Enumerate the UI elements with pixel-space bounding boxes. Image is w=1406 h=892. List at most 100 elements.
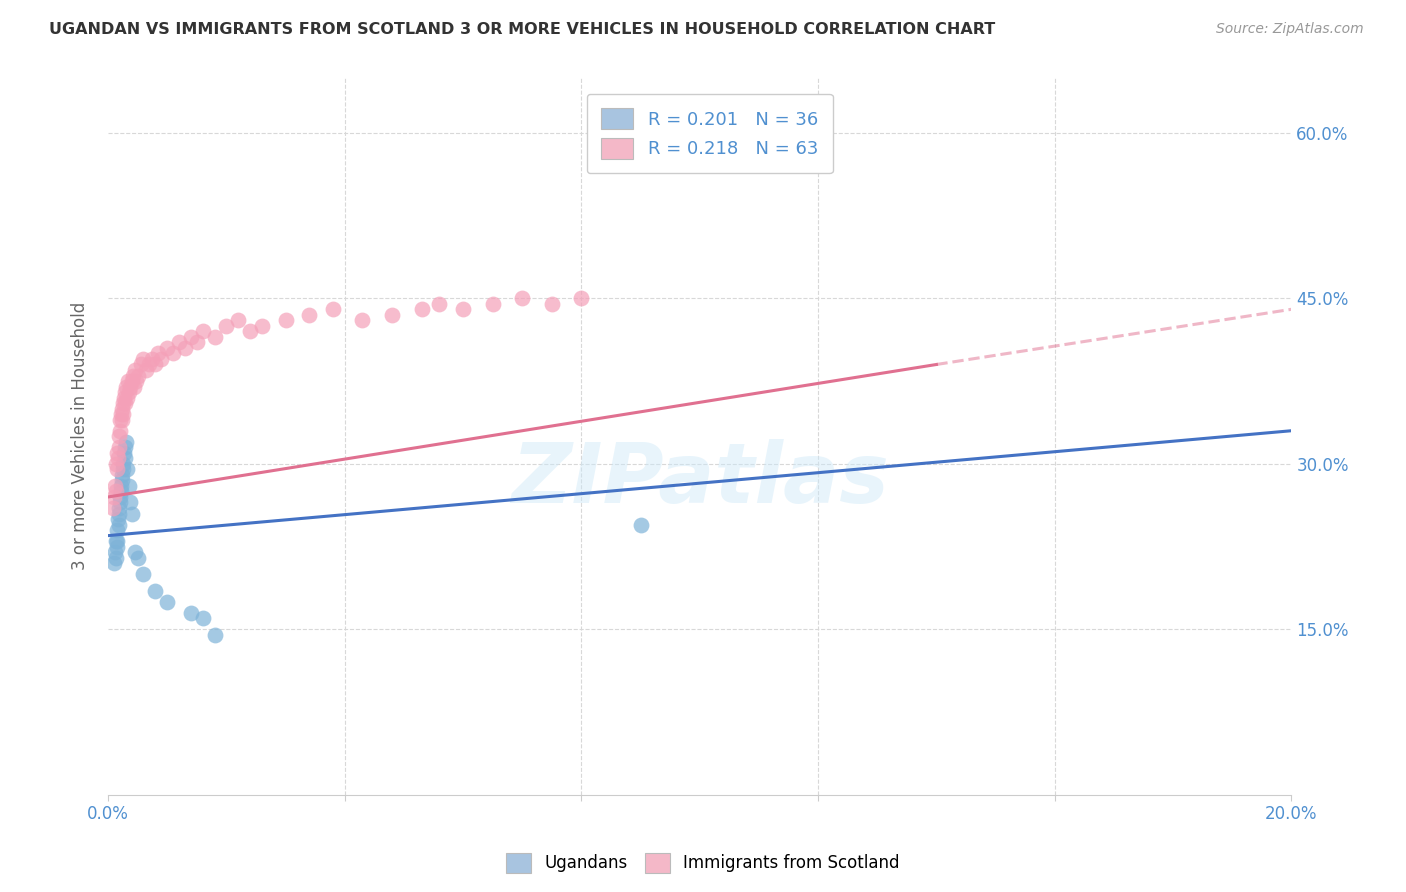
Point — [108, 429, 131, 443]
Point — [132, 567, 155, 582]
Point — [104, 479, 127, 493]
Point — [103, 490, 125, 504]
Point — [118, 479, 141, 493]
Legend: Ugandans, Immigrants from Scotland: Ugandans, Immigrants from Scotland — [499, 847, 907, 880]
Point — [112, 407, 135, 421]
Point — [114, 379, 136, 393]
Point — [101, 501, 124, 516]
Point — [174, 341, 197, 355]
Point — [105, 540, 128, 554]
Point — [112, 457, 135, 471]
Point — [162, 346, 184, 360]
Point — [204, 628, 226, 642]
Point — [143, 583, 166, 598]
Point — [135, 363, 157, 377]
Point — [226, 313, 249, 327]
Point — [110, 467, 132, 482]
Point — [107, 517, 129, 532]
Point — [111, 474, 134, 488]
Point — [105, 457, 128, 471]
Point — [569, 291, 592, 305]
Point — [105, 446, 128, 460]
Point — [141, 351, 163, 366]
Point — [107, 534, 129, 549]
Point — [107, 462, 129, 476]
Point — [108, 501, 131, 516]
Point — [630, 517, 652, 532]
Point — [510, 291, 533, 305]
Point — [481, 297, 503, 311]
Point — [143, 358, 166, 372]
Point — [204, 330, 226, 344]
Y-axis label: 3 or more Vehicles in Household: 3 or more Vehicles in Household — [72, 302, 89, 570]
Point — [129, 358, 152, 372]
Point — [111, 396, 134, 410]
Point — [124, 363, 146, 377]
Point — [322, 302, 344, 317]
Point — [110, 401, 132, 416]
Point — [427, 297, 450, 311]
Point — [110, 495, 132, 509]
Legend: R = 0.201   N = 36, R = 0.218   N = 63: R = 0.201 N = 36, R = 0.218 N = 63 — [586, 94, 832, 173]
Point — [125, 374, 148, 388]
Point — [103, 556, 125, 570]
Point — [250, 318, 273, 333]
Point — [122, 379, 145, 393]
Point — [108, 424, 131, 438]
Point — [167, 335, 190, 350]
Point — [156, 341, 179, 355]
Point — [104, 484, 127, 499]
Point — [107, 523, 129, 537]
Point — [108, 490, 131, 504]
Point — [352, 313, 374, 327]
Point — [115, 462, 138, 476]
Point — [138, 358, 160, 372]
Point — [115, 391, 138, 405]
Point — [104, 545, 127, 559]
Point — [127, 550, 149, 565]
Point — [104, 550, 127, 565]
Point — [180, 330, 202, 344]
Text: UGANDAN VS IMMIGRANTS FROM SCOTLAND 3 OR MORE VEHICLES IN HOUSEHOLD CORRELATION : UGANDAN VS IMMIGRANTS FROM SCOTLAND 3 OR… — [49, 22, 995, 37]
Point — [114, 385, 136, 400]
Point — [107, 507, 129, 521]
Point — [107, 512, 129, 526]
Point — [540, 297, 562, 311]
Point — [107, 451, 129, 466]
Point — [114, 434, 136, 449]
Point — [110, 413, 132, 427]
Point — [111, 413, 134, 427]
Point — [117, 374, 139, 388]
Point — [381, 308, 404, 322]
Point — [298, 308, 321, 322]
Point — [121, 368, 143, 383]
Point — [110, 479, 132, 493]
Point — [274, 313, 297, 327]
Point — [111, 462, 134, 476]
Point — [191, 611, 214, 625]
Point — [191, 324, 214, 338]
Point — [451, 302, 474, 317]
Text: Source: ZipAtlas.com: Source: ZipAtlas.com — [1216, 22, 1364, 37]
Point — [118, 385, 141, 400]
Point — [132, 351, 155, 366]
Point — [114, 396, 136, 410]
Point — [120, 379, 142, 393]
Point — [150, 351, 173, 366]
Point — [121, 374, 143, 388]
Point — [112, 391, 135, 405]
Point — [107, 440, 129, 454]
Point — [124, 545, 146, 559]
Point — [114, 440, 136, 454]
Point — [112, 446, 135, 460]
Point — [180, 606, 202, 620]
Point — [186, 335, 208, 350]
Point — [121, 507, 143, 521]
Point — [411, 302, 433, 317]
Point — [110, 407, 132, 421]
Point — [148, 346, 170, 360]
Point — [120, 495, 142, 509]
Point — [215, 318, 238, 333]
Text: ZIPatlas: ZIPatlas — [510, 439, 889, 520]
Point — [127, 368, 149, 383]
